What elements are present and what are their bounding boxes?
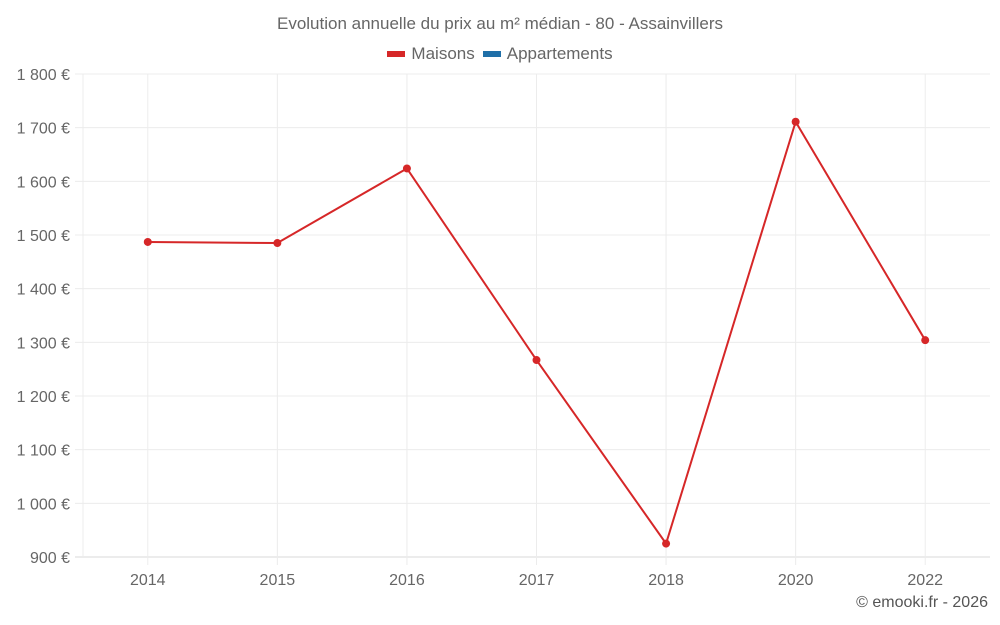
data-point[interactable] [402, 164, 411, 173]
legend-swatch-icon [482, 51, 501, 57]
y-tick-label: 1 500 € [17, 228, 70, 245]
x-tick-label: 2022 [907, 572, 943, 589]
legend-swatch-icon [387, 51, 406, 57]
y-tick-label: 1 000 € [17, 496, 70, 513]
data-point[interactable] [791, 117, 800, 126]
y-tick-label: 1 800 € [17, 67, 70, 84]
y-tick-label: 900 € [30, 550, 70, 567]
y-tick-label: 1 100 € [17, 443, 70, 460]
x-tick-label: 2016 [389, 572, 425, 589]
y-tick-label: 1 200 € [17, 389, 70, 406]
x-tick-label: 2018 [648, 572, 684, 589]
data-point[interactable] [143, 237, 152, 246]
copyright-credit: © emooki.fr - 2026 [856, 594, 988, 611]
data-point[interactable] [273, 239, 282, 248]
legend-item-appartements[interactable]: Appartements [482, 44, 613, 64]
legend-item-maisons[interactable]: Maisons [387, 44, 475, 64]
chart-legend: Maisons Appartements [0, 44, 1000, 64]
x-tick-label: 2015 [260, 572, 296, 589]
x-tick-label: 2017 [519, 572, 555, 589]
data-point[interactable] [662, 539, 671, 548]
x-tick-label: 2020 [778, 572, 814, 589]
y-tick-label: 1 300 € [17, 335, 70, 352]
chart-title: Evolution annuelle du prix au m² médian … [276, 14, 723, 33]
legend-label: Appartements [506, 44, 613, 63]
data-point[interactable] [532, 356, 541, 365]
x-tick-label: 2014 [130, 572, 166, 589]
y-tick-label: 1 400 € [17, 282, 70, 299]
legend-label: Maisons [411, 44, 475, 63]
y-tick-label: 1 700 € [17, 121, 70, 138]
y-tick-label: 1 600 € [17, 174, 70, 191]
data-point[interactable] [921, 336, 930, 345]
